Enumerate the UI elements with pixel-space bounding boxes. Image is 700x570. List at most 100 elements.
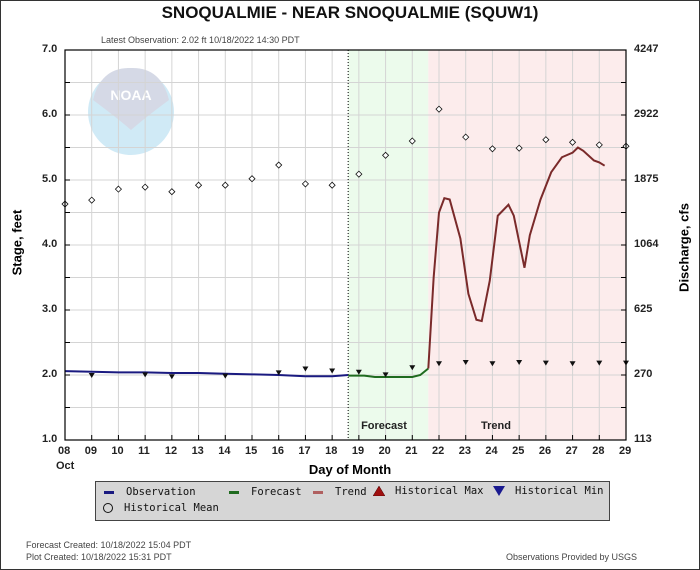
observation-swatch-icon — [104, 490, 114, 494]
hist-min-marker — [142, 372, 149, 378]
y-tick-label: 5.0 — [42, 173, 58, 185]
trend-label: Trend — [481, 420, 511, 432]
legend-trend-label: Trend — [335, 486, 367, 498]
hist-mean-marker — [488, 145, 496, 153]
legend-hist-min: Historical Min — [493, 485, 604, 497]
forecast-created: Forecast Created: 10/18/2022 15:04 PDT — [26, 540, 192, 550]
noaa-logo-icon: NOAA — [88, 67, 174, 155]
hist-min-marker — [168, 374, 175, 380]
y2-tick-label: 1064 — [634, 238, 659, 250]
x-tick-label: 11 — [138, 445, 150, 457]
hist-mean-marker — [248, 175, 256, 183]
x-axis-title: Day of Month — [308, 462, 392, 477]
x-month-label: Oct — [56, 460, 75, 472]
forecast-label: Forecast — [361, 420, 407, 432]
x-tick-label: 17 — [298, 445, 311, 457]
x-tick-label: 20 — [378, 445, 391, 457]
left-axis-title: Stage, feet — [9, 209, 25, 276]
hist-min-marker — [596, 360, 603, 366]
x-tick-label: 27 — [565, 445, 578, 457]
hist-mean-marker — [355, 170, 363, 178]
forecast-swatch-icon — [229, 490, 239, 494]
hist-mean-marker — [595, 141, 603, 149]
hist-min-marker — [382, 372, 389, 378]
x-tick-label: 08 — [58, 445, 71, 457]
hist-min-marker — [88, 373, 95, 378]
x-tick-label: 22 — [432, 445, 445, 457]
legend-observation: Observation — [104, 486, 196, 498]
latest-observation: Latest Observation: 2.02 ft 10/18/2022 1… — [101, 35, 300, 45]
legend-observation-label: Observation — [126, 486, 196, 498]
x-tick-label: 09 — [84, 445, 97, 457]
x-tick-label: 12 — [164, 445, 178, 457]
legend-forecast-label: Forecast — [251, 486, 302, 498]
hist-mean-marker — [301, 180, 309, 188]
y-tick-label: 3.0 — [42, 303, 58, 315]
legend-forecast: Forecast — [229, 486, 302, 498]
x-tick-label: 29 — [619, 445, 632, 457]
hist-min-marker — [516, 360, 523, 365]
hist-mean-marker — [515, 144, 523, 152]
hist-mean-marker — [221, 181, 229, 189]
hist-min-marker — [302, 366, 309, 372]
hist-min-marker — [409, 365, 416, 371]
x-tick-label: 14 — [218, 445, 231, 457]
right-axis-title: Discharge, cfs — [676, 203, 692, 292]
hist-min-marker — [436, 361, 442, 367]
hist-min-marker — [222, 373, 229, 379]
hist-min-marker — [569, 361, 576, 367]
y-tick-label: 4.0 — [42, 238, 58, 250]
y-tick-label: 2.0 — [42, 368, 58, 380]
legend-trend: Trend — [313, 486, 367, 498]
legend-hist-mean-label: Historical Mean — [124, 502, 219, 514]
series-trend — [427, 146, 606, 369]
x-tick-label: 15 — [245, 445, 258, 457]
series-observation — [64, 370, 349, 378]
hist-min-marker — [275, 370, 282, 376]
y2-tick-label: 625 — [634, 303, 653, 315]
y2-tick-label: 4247 — [634, 43, 659, 55]
legend-hist-max: Historical Max — [373, 485, 484, 497]
hist-mean-marker — [542, 136, 550, 144]
hist-mean-marker — [141, 183, 149, 191]
usgs-credit: Observations Provided by USGS — [506, 552, 638, 562]
x-tick-label: 16 — [271, 445, 284, 457]
x-tick-label: 18 — [325, 445, 338, 457]
y-tick-label: 1.0 — [42, 433, 58, 445]
hist-mean-marker — [435, 105, 443, 113]
legend-hist-min-label: Historical Min — [515, 485, 604, 497]
hist-min-marker — [542, 360, 549, 366]
x-tick-label: 24 — [485, 445, 498, 457]
x-tick-label: 21 — [405, 445, 418, 457]
x-tick-label: 19 — [351, 445, 365, 457]
hist-min-marker — [489, 361, 496, 367]
hist-min-marker — [329, 368, 336, 374]
y2-tick-label: 2922 — [634, 108, 659, 120]
x-tick-label: 25 — [512, 445, 525, 457]
hist-min-marker — [462, 360, 469, 365]
plot-created: Plot Created: 10/18/2022 15:31 PDT — [26, 552, 172, 562]
hist-mean-marker — [168, 188, 176, 196]
legend-hist-max-label: Historical Max — [395, 485, 484, 497]
hist-mean-marker — [114, 185, 122, 193]
y2-tick-label: 270 — [634, 368, 653, 380]
legend: Observation Forecast Trend Historical Ma… — [95, 481, 610, 521]
triangle-up-icon — [373, 486, 385, 496]
x-tick-label: 13 — [191, 445, 204, 457]
y2-tick-label: 113 — [634, 433, 652, 445]
y2-tick-label: 1875 — [634, 173, 659, 185]
triangle-down-icon — [493, 486, 505, 496]
hist-mean-marker — [462, 133, 470, 141]
hist-mean-marker — [408, 137, 416, 145]
x-tick-label: 10 — [111, 445, 124, 457]
hist-mean-marker — [88, 196, 96, 204]
y-tick-label: 7.0 — [42, 43, 58, 55]
circle-icon — [103, 503, 113, 513]
x-tick-label: 23 — [458, 445, 471, 457]
legend-hist-mean: Historical Mean — [102, 502, 219, 514]
y-tick-label: 6.0 — [42, 108, 58, 120]
series-forecast — [348, 367, 429, 378]
hist-mean-marker — [328, 181, 336, 189]
chart-title: SNOQUALMIE - NEAR SNOQUALMIE (SQUW1) — [161, 3, 539, 22]
